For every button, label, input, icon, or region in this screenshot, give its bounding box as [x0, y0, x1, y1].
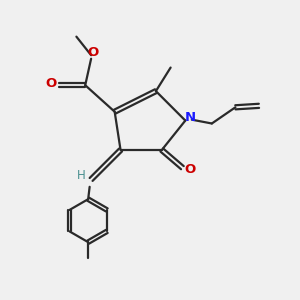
Text: O: O — [184, 163, 195, 176]
Text: O: O — [87, 46, 98, 59]
Text: H: H — [76, 169, 85, 182]
Text: O: O — [46, 77, 57, 90]
Text: N: N — [185, 110, 196, 124]
